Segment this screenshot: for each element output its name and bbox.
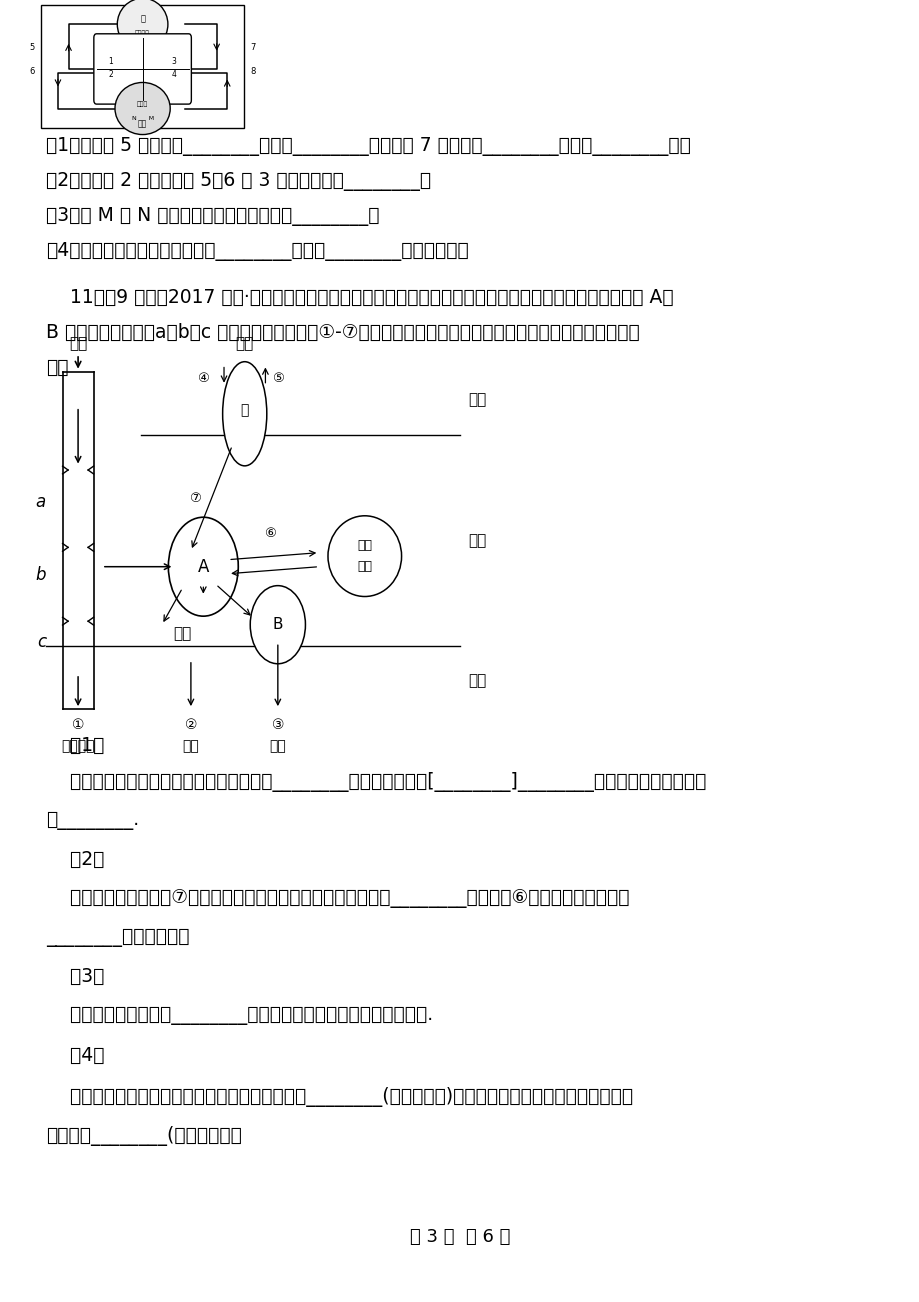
Text: 肾小球: 肾小球 bbox=[137, 102, 148, 107]
Text: 肺: 肺 bbox=[240, 402, 249, 417]
Text: （3）由 M 到 N 处，血液成分发生的变化是________。: （3）由 M 到 N 处，血液成分发生的变化是________。 bbox=[46, 207, 380, 227]
Text: 体外: 体外 bbox=[468, 673, 486, 689]
Text: 体外: 体外 bbox=[468, 392, 486, 408]
Text: ①: ① bbox=[72, 717, 85, 732]
Text: 汗液: 汗液 bbox=[182, 740, 199, 753]
Text: 8: 8 bbox=[250, 66, 255, 76]
Text: N      M: N M bbox=[131, 116, 153, 121]
Text: A: A bbox=[198, 557, 209, 575]
Text: （4）心脏结构中，心壁最厚的是________，它是________循环的起点。: （4）心脏结构中，心壁最厚的是________，它是________循环的起点。 bbox=[46, 242, 469, 262]
Text: c: c bbox=[37, 633, 46, 651]
Text: a: a bbox=[36, 492, 46, 510]
Text: 食物残渣: 食物残渣 bbox=[62, 740, 95, 753]
Text: 空气: 空气 bbox=[235, 336, 254, 352]
Text: 组织: 组织 bbox=[357, 539, 372, 552]
Text: 11．（9 分）（2017 七下·薛城期末）如图是人体消化、吸收、循环和排泄等一系列生理活动示意图，其中 A、: 11．（9 分）（2017 七下·薛城期末）如图是人体消化、吸收、循环和排泄等一… bbox=[46, 288, 673, 307]
Text: 1: 1 bbox=[108, 57, 113, 66]
Text: 体内: 体内 bbox=[468, 533, 486, 548]
Ellipse shape bbox=[328, 516, 402, 596]
Text: 皮肤: 皮肤 bbox=[174, 626, 191, 641]
Text: 尿液: 尿液 bbox=[269, 740, 286, 753]
Text: 细胞: 细胞 bbox=[357, 560, 372, 573]
Text: 毛细血管: 毛细血管 bbox=[135, 31, 150, 36]
Text: 有________.: 有________. bbox=[46, 811, 139, 831]
Ellipse shape bbox=[118, 0, 168, 51]
Text: （4）: （4） bbox=[46, 1046, 105, 1065]
Circle shape bbox=[250, 586, 305, 664]
Text: ③: ③ bbox=[271, 717, 284, 732]
Text: ④: ④ bbox=[198, 372, 209, 385]
Text: 图一: 图一 bbox=[138, 120, 147, 129]
Text: 食物: 食物 bbox=[69, 336, 87, 352]
Text: 3: 3 bbox=[172, 57, 176, 66]
Text: 4: 4 bbox=[172, 69, 176, 78]
Text: ⑤: ⑤ bbox=[272, 372, 283, 385]
Ellipse shape bbox=[115, 82, 170, 134]
Text: 肺: 肺 bbox=[140, 14, 145, 23]
Text: （2）血液由 2 射出，流经 5、6 到 3 的循环途经叫________。: （2）血液由 2 射出，流经 5、6 到 3 的循环途经叫________。 bbox=[46, 172, 431, 191]
FancyBboxPatch shape bbox=[94, 34, 191, 104]
Text: b: b bbox=[36, 566, 46, 585]
Text: （3）: （3） bbox=[46, 967, 104, 987]
Text: 第 3 页  共 6 页: 第 3 页 共 6 页 bbox=[409, 1228, 510, 1246]
Text: ②: ② bbox=[185, 717, 197, 732]
Text: （2）: （2） bbox=[46, 850, 104, 870]
Text: ________的含量会升高: ________的含量会升高 bbox=[46, 928, 189, 948]
Text: B: B bbox=[272, 617, 283, 633]
Text: 人体吸入的氧气经过⑦处的气体交换，使血液变成了含氧丰富的________血，经过⑥的气体交换，血液中: 人体吸入的氧气经过⑦处的气体交换，使血液变成了含氧丰富的________血，经过… bbox=[46, 889, 629, 909]
Circle shape bbox=[168, 517, 238, 616]
Text: （1）图中的 5 所指的是________，内流________血。图中 7 所指的是________，内流________血。: （1）图中的 5 所指的是________，内流________血。图中 7 所… bbox=[46, 137, 690, 156]
Text: 食物中的脂肪在消化道内被消化为甘油和________，该过程主要在[________]________内进行的，参与消化液: 食物中的脂肪在消化道内被消化为甘油和________，该过程主要在[______… bbox=[46, 772, 706, 792]
Ellipse shape bbox=[222, 362, 267, 466]
Text: B 表示人体的系统，a，b，c 表示部分器官，数字①-⑦表示部分生理活动．请结合图示，根据所学知识，回答问: B 表示人体的系统，a，b，c 表示部分器官，数字①-⑦表示部分生理活动．请结合… bbox=[46, 323, 639, 342]
Text: 6: 6 bbox=[29, 66, 35, 76]
Text: ⑦: ⑦ bbox=[189, 492, 200, 505]
Text: 题：: 题： bbox=[46, 358, 68, 378]
Text: 2: 2 bbox=[108, 69, 113, 78]
Text: 能将人体进行生命活动产生的尿素排出的途径有________(用数字表示)，此外，图中属于人体废物排泄途径: 能将人体进行生命活动产生的尿素排出的途径有________(用数字表示)，此外，… bbox=[46, 1087, 632, 1107]
Text: ⑥: ⑥ bbox=[264, 527, 275, 540]
Text: 在心脏的四个腔中，________壁最厚，它的收缩把血液输送到全身.: 在心脏的四个腔中，________壁最厚，它的收缩把血液输送到全身. bbox=[46, 1006, 433, 1026]
Text: （1）: （1） bbox=[46, 736, 104, 755]
Text: 7: 7 bbox=[250, 43, 255, 52]
Text: 5: 5 bbox=[29, 43, 35, 52]
Text: 的还包括________(用数字表示）: 的还包括________(用数字表示） bbox=[46, 1126, 242, 1146]
